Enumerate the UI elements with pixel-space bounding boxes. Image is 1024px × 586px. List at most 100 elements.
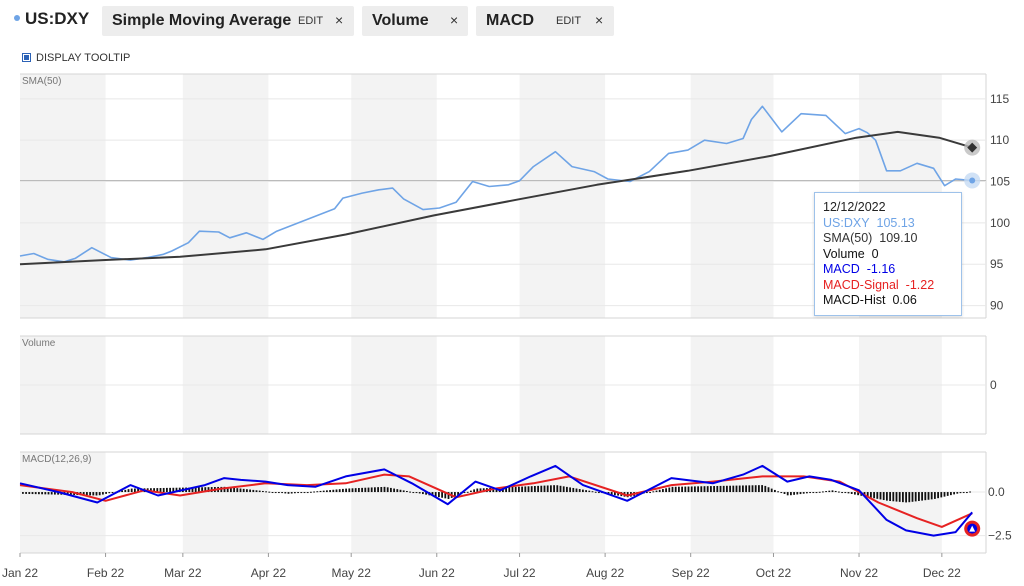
y-tick-label: 0.0 (988, 485, 1005, 499)
histogram-bar (297, 492, 299, 494)
chip-label: Simple Moving Average (112, 12, 292, 29)
histogram-bar (342, 488, 344, 493)
histogram-bar (617, 492, 619, 496)
chip-macd[interactable]: MACD EDIT × (476, 6, 614, 36)
histogram-bar (847, 492, 850, 494)
histogram-bar (262, 490, 264, 493)
histogram-bar (815, 492, 818, 494)
histogram-bar (678, 486, 680, 493)
histogram-bar (278, 492, 280, 494)
histogram-bar (98, 492, 101, 496)
histogram-bar (582, 489, 584, 493)
histogram-bar (316, 491, 319, 493)
close-icon[interactable]: × (595, 12, 604, 28)
histogram-bar (514, 486, 517, 493)
tooltip-volume-label: Volume (823, 246, 865, 261)
histogram-bar (905, 492, 907, 503)
histogram-bar (726, 485, 728, 493)
month-band (182, 452, 269, 553)
histogram-bar (671, 486, 674, 493)
histogram-bar (684, 486, 687, 493)
tooltip-macd-label: MACD (823, 262, 860, 276)
month-band (351, 74, 437, 318)
histogram-bar (303, 492, 306, 494)
histogram-bar (550, 485, 552, 493)
histogram-bar (799, 492, 802, 495)
chip-volume[interactable]: Volume × (362, 6, 468, 36)
histogram-bar (761, 485, 763, 493)
histogram-bar (838, 491, 840, 493)
tooltip-price-label: US:DXY (823, 215, 870, 230)
panel-label: Volume (22, 338, 56, 349)
histogram-bar (962, 492, 965, 494)
histogram-bar (767, 487, 770, 493)
histogram-bar (92, 492, 95, 496)
histogram-bar (783, 492, 786, 494)
tooltip-signal-label: MACD-Signal (823, 277, 899, 292)
histogram-bar (566, 486, 568, 493)
histogram-bar (258, 490, 261, 493)
histogram-bar (777, 491, 779, 493)
histogram-bar (322, 490, 325, 493)
month-band (351, 452, 437, 553)
x-tick-label: Jun 22 (419, 566, 455, 580)
ticker-text: US:DXY (25, 9, 90, 28)
y-tick-label: 105 (990, 175, 1010, 189)
x-tick-label: Sep 22 (672, 566, 710, 580)
histogram-bar (95, 492, 98, 496)
histogram-bar (796, 492, 799, 495)
price-marker (969, 177, 976, 184)
histogram-bar (162, 487, 165, 493)
histogram-bar (434, 492, 437, 497)
histogram-bar (370, 487, 373, 493)
histogram-bar (914, 492, 917, 502)
histogram-bar (255, 490, 258, 493)
histogram-bar (457, 492, 459, 496)
histogram-bar (729, 485, 731, 493)
histogram-bar (239, 488, 242, 493)
histogram-bar (537, 485, 539, 493)
histogram-bar (934, 492, 936, 499)
histogram-bar (377, 487, 379, 493)
histogram-bar (441, 492, 443, 498)
histogram-bar (38, 492, 40, 495)
histogram-bar (335, 489, 338, 493)
display-tooltip-checkbox[interactable]: DISPLAY TOOLTIP (22, 52, 130, 64)
histogram-bar (706, 486, 709, 493)
edit-sma-button[interactable]: EDIT (298, 15, 324, 27)
histogram-bar (287, 492, 290, 494)
histogram-bar (124, 489, 127, 493)
histogram-bar (28, 492, 31, 494)
histogram-bar (454, 492, 456, 497)
close-icon[interactable]: × (335, 12, 344, 28)
histogram-bar (943, 492, 946, 497)
close-icon[interactable]: × (450, 12, 459, 28)
histogram-bar (758, 485, 760, 493)
ticker-label[interactable]: US:DXY (14, 9, 89, 29)
histogram-bar (89, 492, 91, 496)
histogram-bar (591, 491, 594, 493)
histogram-bar (802, 492, 805, 494)
histogram-bar (402, 490, 405, 493)
edit-macd-button[interactable]: EDIT (556, 15, 582, 27)
histogram-bar (290, 492, 293, 494)
histogram-bar (732, 485, 735, 493)
signal-line (19, 473, 973, 528)
chip-simple-moving-average[interactable]: Simple Moving Average EDIT × (102, 6, 354, 36)
histogram-bar (226, 487, 229, 493)
histogram-bar (476, 488, 479, 493)
histogram-bar (543, 485, 546, 493)
histogram-bar (479, 488, 482, 493)
histogram-bar (230, 487, 232, 493)
histogram-bar (748, 485, 751, 493)
panel-label: SMA(50) (22, 76, 61, 87)
x-tick-label: May 22 (332, 566, 372, 580)
histogram-bar (902, 492, 904, 503)
histogram-bar (386, 487, 389, 493)
histogram-bar (188, 487, 191, 493)
histogram-bar (470, 490, 472, 493)
histogram-bar (233, 487, 235, 493)
histogram-bar (431, 492, 434, 496)
histogram-bar (521, 486, 523, 493)
histogram-bar (745, 485, 747, 493)
